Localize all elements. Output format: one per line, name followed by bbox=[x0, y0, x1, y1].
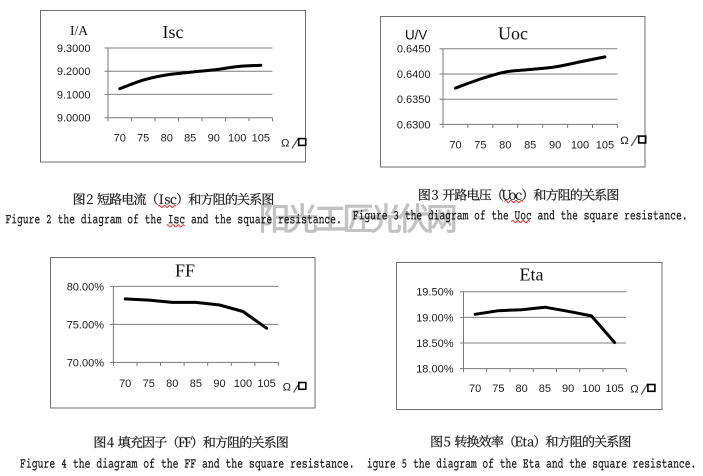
svg-text:100: 100 bbox=[571, 139, 589, 151]
svg-text:70: 70 bbox=[114, 133, 126, 145]
svg-text:85: 85 bbox=[190, 378, 202, 390]
svg-text:Ω: Ω bbox=[630, 383, 638, 395]
svg-text:18.00%: 18.00% bbox=[416, 364, 454, 376]
svg-text:Ω: Ω bbox=[283, 381, 291, 393]
svg-text:105: 105 bbox=[257, 378, 275, 390]
svg-text:Ω: Ω bbox=[281, 137, 289, 149]
svg-text:19.50%: 19.50% bbox=[416, 287, 454, 299]
svg-text:100: 100 bbox=[234, 378, 252, 390]
svg-text:70: 70 bbox=[449, 139, 461, 151]
svg-text:75: 75 bbox=[474, 139, 486, 151]
svg-text:80: 80 bbox=[515, 383, 527, 395]
svg-text:100: 100 bbox=[582, 383, 600, 395]
svg-text:Isc: Isc bbox=[163, 22, 184, 42]
svg-text:85: 85 bbox=[539, 383, 551, 395]
svg-text:0.6300: 0.6300 bbox=[397, 119, 431, 131]
svg-text:9.1000: 9.1000 bbox=[57, 89, 91, 101]
svg-text:100: 100 bbox=[228, 133, 246, 145]
svg-text:80: 80 bbox=[499, 139, 511, 151]
svg-text:U/V: U/V bbox=[405, 28, 427, 43]
svg-text:18.50%: 18.50% bbox=[416, 338, 454, 350]
svg-text:9.3000: 9.3000 bbox=[57, 43, 91, 55]
svg-text:75: 75 bbox=[143, 378, 155, 390]
svg-text:105: 105 bbox=[596, 139, 614, 151]
svg-text:85: 85 bbox=[524, 139, 536, 151]
svg-text:85: 85 bbox=[184, 133, 196, 145]
svg-text:70.00%: 70.00% bbox=[67, 357, 105, 369]
svg-text:90: 90 bbox=[208, 133, 220, 145]
svg-text:80.00%: 80.00% bbox=[67, 281, 105, 293]
svg-text:75.00%: 75.00% bbox=[67, 319, 105, 331]
svg-text:Uoc: Uoc bbox=[498, 23, 528, 43]
svg-text:80: 80 bbox=[161, 133, 173, 145]
svg-text:90: 90 bbox=[213, 378, 225, 390]
svg-text:70: 70 bbox=[119, 378, 131, 390]
svg-text:90: 90 bbox=[549, 139, 561, 151]
svg-text:0.6400: 0.6400 bbox=[397, 69, 431, 81]
svg-text:9.0000: 9.0000 bbox=[57, 113, 91, 125]
svg-text:90: 90 bbox=[562, 383, 574, 395]
svg-text:Eta: Eta bbox=[520, 264, 544, 284]
svg-text:9.2000: 9.2000 bbox=[57, 66, 91, 78]
svg-text:19.00%: 19.00% bbox=[416, 312, 454, 324]
svg-text:105: 105 bbox=[252, 133, 270, 145]
svg-text:I/A: I/A bbox=[70, 23, 88, 38]
svg-text:Ω: Ω bbox=[620, 135, 628, 147]
svg-text:75: 75 bbox=[137, 133, 149, 145]
svg-text:70: 70 bbox=[469, 383, 481, 395]
svg-text:0.6450: 0.6450 bbox=[397, 44, 431, 56]
svg-text:75: 75 bbox=[492, 383, 504, 395]
svg-text:80: 80 bbox=[166, 378, 178, 390]
svg-text:FF: FF bbox=[175, 260, 195, 280]
svg-text:105: 105 bbox=[605, 383, 623, 395]
svg-text:0.6350: 0.6350 bbox=[397, 94, 431, 106]
